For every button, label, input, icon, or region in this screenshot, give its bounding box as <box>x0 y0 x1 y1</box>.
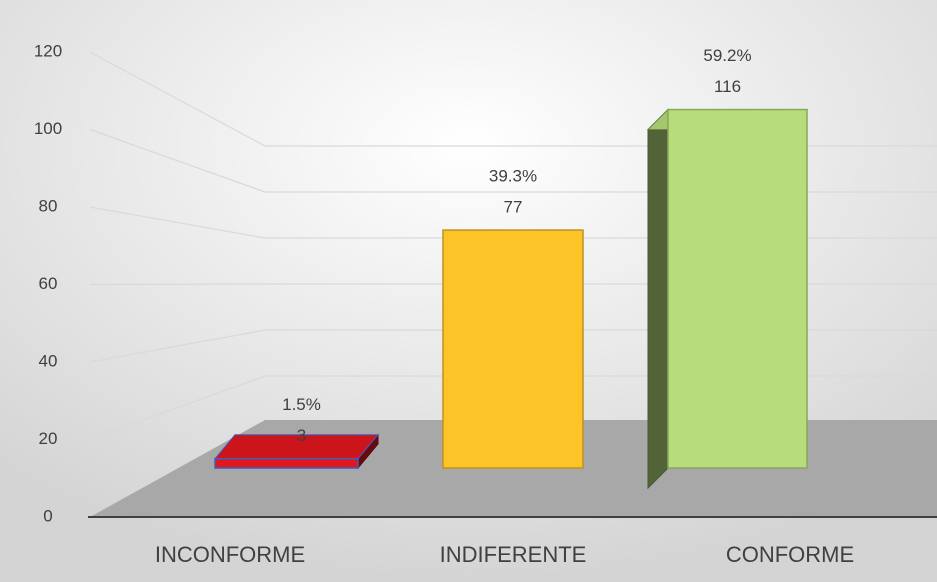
bars <box>213 108 809 490</box>
y-tick-label: 0 <box>43 506 52 525</box>
bar <box>442 229 584 469</box>
percent-label: 1.5% <box>282 395 321 414</box>
x-tick-label: INDIFERENTE <box>440 542 587 567</box>
y-tick-label: 80 <box>39 196 58 215</box>
percent-label: 39.3% <box>489 167 537 186</box>
data-label: 116 <box>714 77 741 96</box>
bar-side <box>647 108 669 490</box>
data-label: 3 <box>297 426 306 445</box>
y-tick-label: 40 <box>39 351 58 370</box>
bar <box>667 108 808 469</box>
y-tick-label: 20 <box>39 429 58 448</box>
y-tick-label: 60 <box>39 274 58 293</box>
data-label: 77 <box>504 198 523 217</box>
bar <box>214 457 359 469</box>
y-tick-label: 100 <box>34 119 62 138</box>
y-tick-label: 120 <box>34 41 62 60</box>
x-tick-label: INCONFORME <box>155 542 305 567</box>
x-tick-label: CONFORME <box>726 542 854 567</box>
percent-label: 59.2% <box>703 46 751 65</box>
